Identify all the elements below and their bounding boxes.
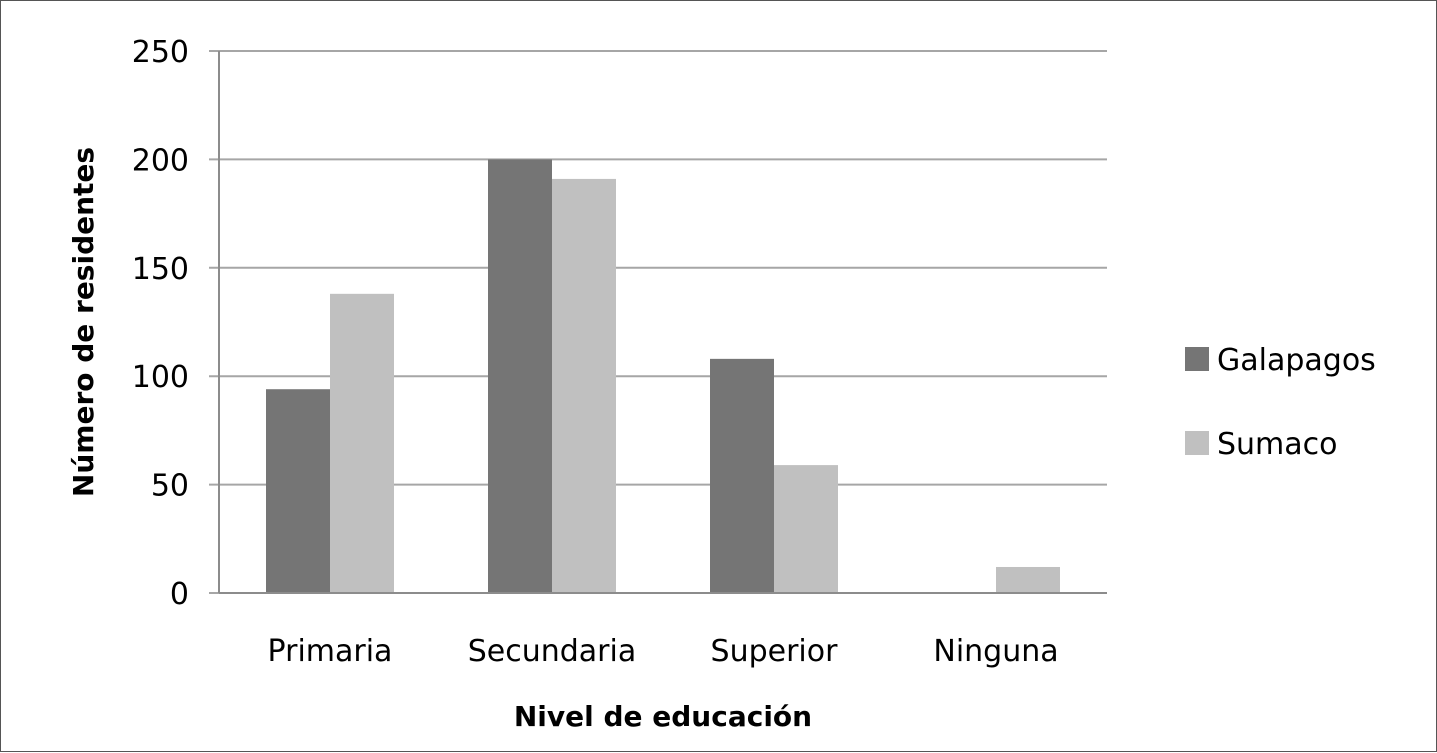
bar-sumaco-secundaria <box>552 178 616 594</box>
y-axis-ticks: 0 50 100 150 200 250 <box>132 35 189 612</box>
x-axis-title: Nivel de educación <box>514 700 812 733</box>
bar-sumaco-ninguna <box>996 566 1060 593</box>
legend-swatch-galapagos <box>1185 347 1209 371</box>
bar-sumaco-superior <box>774 465 838 593</box>
x-tick-label: Superior <box>711 634 839 669</box>
x-axis-categories: Primaria Secundaria Superior Ninguna <box>268 634 1059 669</box>
legend: Galapagos Sumaco <box>1185 343 1376 462</box>
x-tick-label: Secundaria <box>468 634 637 669</box>
y-tick-label: 150 <box>132 252 189 287</box>
y-tick-label: 50 <box>151 469 189 504</box>
bar-galapagos-superior <box>710 358 774 593</box>
bar-sumaco-primaria <box>330 293 394 593</box>
x-tick-label: Ninguna <box>933 634 1058 669</box>
bar-galapagos-primaria <box>266 389 330 593</box>
y-axis-title: Número de residentes <box>67 147 100 497</box>
bars <box>219 159 1107 594</box>
y-tick-label: 200 <box>132 143 189 178</box>
legend-swatch-sumaco <box>1185 431 1209 455</box>
y-tick-label: 0 <box>170 577 189 612</box>
y-tick-label: 250 <box>132 35 189 70</box>
y-tick-label: 100 <box>132 360 189 395</box>
bar-galapagos-secundaria <box>488 159 552 593</box>
legend-label: Galapagos <box>1217 343 1376 378</box>
x-tick-label: Primaria <box>268 634 393 669</box>
legend-label: Sumaco <box>1217 427 1338 462</box>
